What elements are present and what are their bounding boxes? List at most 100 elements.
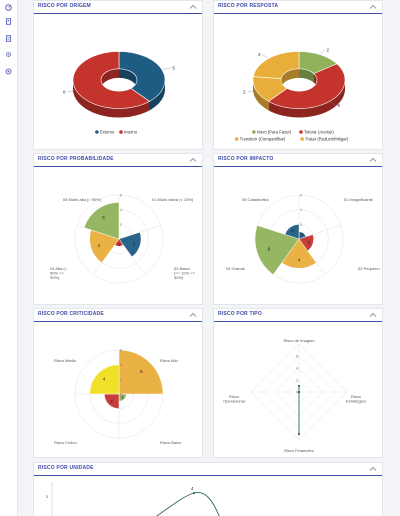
- chevron-up-icon[interactable]: [369, 156, 377, 164]
- panel-title: RISCO POR UNIDADE: [38, 465, 94, 471]
- axis-tick-label: 6: [120, 349, 122, 353]
- leader-line: [247, 90, 256, 93]
- leader-line: [320, 49, 325, 55]
- document-icon[interactable]: [5, 35, 12, 42]
- category-label: 50% <=: [50, 271, 64, 276]
- panel-risco-tipo: RISCO POR TIPO 0 2 4 6 Risco de Imagem Risco E…: [213, 308, 383, 458]
- polar-slice: [254, 225, 300, 275]
- legend-label: Novo (Para Fazer): [257, 130, 292, 135]
- axis-tick-label: 2: [120, 223, 122, 227]
- category-label: Risco Crítico: [54, 440, 77, 445]
- data-label: 4: [98, 243, 101, 248]
- chevron-up-icon[interactable]: [369, 465, 377, 473]
- panel-header: RISCO POR UNIDADE: [34, 463, 382, 476]
- data-label: 1: [301, 232, 304, 237]
- legend-marker: [252, 130, 256, 134]
- panel-title: RISCO POR IMPACTO: [218, 156, 274, 162]
- category-label: Risco: [229, 394, 240, 399]
- chevron-up-icon[interactable]: [189, 311, 197, 319]
- category-label: Risco: [351, 394, 362, 399]
- polar-slice: [89, 229, 120, 264]
- axis-tick-label: 0: [300, 238, 302, 242]
- axis-tick-label: 4: [120, 208, 122, 212]
- category-label: 04 Grande: [226, 266, 246, 271]
- leader-line: [262, 54, 268, 59]
- panel-risco-resposta: RISCO POR RESPOSTA 2 6 2 3 Novo (Para Fazer)…: [213, 0, 383, 150]
- axis-tick-label: 2: [300, 223, 302, 227]
- polar-slice: [118, 231, 142, 258]
- category-label: 05 Muito alta (> 90%): [63, 197, 102, 202]
- legend-marker: [119, 130, 123, 134]
- data-label: 6: [140, 369, 143, 374]
- legend-marker: [300, 137, 304, 141]
- chart-unidade: 34: [46, 482, 220, 516]
- axis-tick-label: 0: [296, 391, 298, 395]
- chart-resposta: 2 6 2 3 Novo (Para Fazer) Tolerar (Aceitar) Tr…: [234, 47, 349, 142]
- data-label: 5: [102, 215, 105, 220]
- donut-slice-tolerar-aceitar-: [267, 63, 346, 109]
- radar-point: [297, 390, 301, 394]
- chevron-up-icon[interactable]: [369, 311, 377, 319]
- axis-tick-label: 6: [120, 194, 122, 198]
- category-label: Risco de Imagem: [283, 338, 315, 343]
- panel-title: RISCO POR ORIGEM: [38, 3, 91, 9]
- data-label: 4: [191, 486, 194, 491]
- axis-tick-label: 6: [296, 355, 298, 359]
- legend-label: Tolerar (Aceitar): [304, 130, 334, 135]
- category-label: Operacional: [223, 399, 245, 404]
- category-label: Estratégico: [346, 399, 367, 404]
- category-label: (>= 10% <=: [174, 271, 196, 276]
- leader-line: [162, 67, 171, 70]
- panel-header: RISCO POR TIPO: [214, 309, 382, 322]
- legend-label: Externo: [100, 130, 115, 135]
- legend-marker: [234, 137, 239, 141]
- donut-slice-interno: [72, 51, 151, 109]
- gear-icon[interactable]: [5, 51, 12, 58]
- category-label: 01 Muito baixa (< 10%): [152, 197, 194, 202]
- category-label: 05 Catastrófico: [242, 197, 270, 202]
- chevron-up-icon[interactable]: [189, 3, 197, 11]
- category-label: Risco Médio: [54, 358, 77, 363]
- sidebar: [0, 0, 18, 516]
- radar-point: [297, 432, 301, 436]
- chevron-up-icon[interactable]: [189, 156, 197, 164]
- panel-title: RISCO POR TIPO: [218, 311, 262, 317]
- category-label: Risco Alto: [160, 358, 179, 363]
- leader-line: [67, 90, 76, 93]
- data-label: 3: [258, 52, 261, 57]
- panel-risco-criticidade: RISCO POR CRITICIDADE 6 1 2 4 0 2 4 6 Risco Alto…: [33, 308, 203, 458]
- donut-slice-externo: [118, 51, 166, 102]
- axis-tick-label: 2: [296, 379, 298, 383]
- panel-title: RISCO POR CRITICIDADE: [38, 311, 104, 317]
- donut-slice-tratar-reduzir-mitigar-: [252, 51, 300, 79]
- gauge-icon[interactable]: [5, 4, 12, 11]
- chart-origem: 5 8 Externo Interno: [63, 51, 175, 135]
- data-label: 2: [308, 240, 311, 245]
- axis-tick-label: 3: [46, 494, 49, 499]
- data-label: 2: [243, 90, 246, 95]
- polar-slice: [118, 349, 164, 395]
- settings-icon[interactable]: [5, 68, 12, 75]
- legend-label: Transferir (Compartilhar): [240, 137, 286, 142]
- building-icon[interactable]: [5, 18, 12, 25]
- chevron-up-icon[interactable]: [369, 3, 377, 11]
- line-series: [156, 491, 220, 516]
- axis-tick-label: 2: [120, 378, 122, 382]
- axis-tick-label: 4: [300, 208, 302, 212]
- polar-slice: [281, 238, 317, 269]
- panel-header: RISCO POR CRITICIDADE: [34, 309, 202, 322]
- axis-tick-label: 6: [300, 194, 302, 198]
- data-label: 6: [268, 246, 271, 251]
- category-label: 30%): [174, 275, 184, 280]
- data-label: 4: [103, 377, 106, 382]
- line-point: [192, 491, 196, 495]
- radar-point: [297, 384, 301, 388]
- data-label: 2: [110, 399, 113, 404]
- legend-marker: [299, 130, 303, 134]
- data-label: 8: [63, 90, 66, 95]
- category-label: 04 Alta (>: [50, 266, 68, 271]
- data-label: 5: [172, 65, 175, 70]
- axis-tick-label: 4: [120, 363, 122, 367]
